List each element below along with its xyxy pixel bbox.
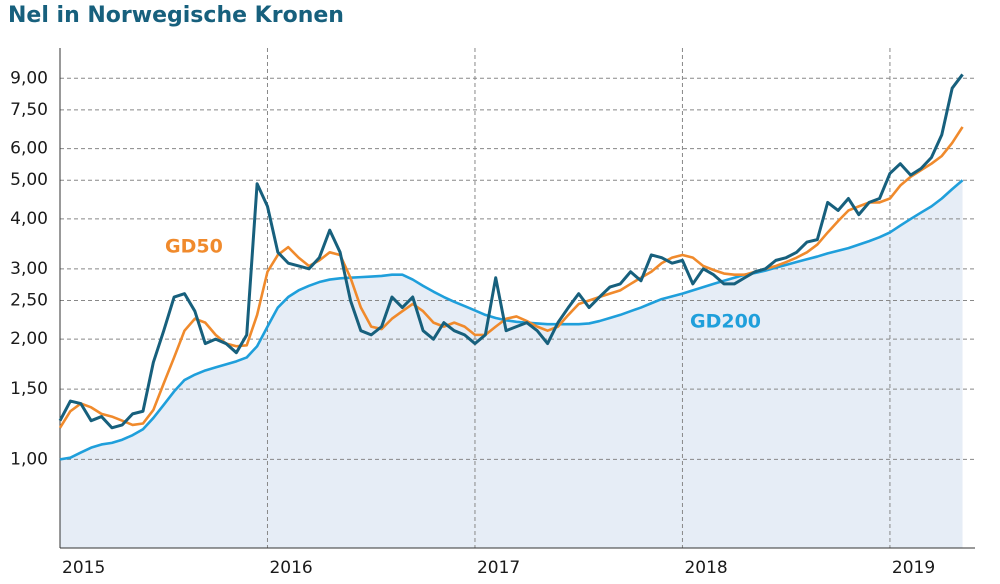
line (58, 126, 964, 429)
chart-title: Nel in Norwegische Kronen (8, 3, 344, 28)
x-tick-label: 2019 (892, 558, 935, 578)
y-tick-label: 2,50 (10, 290, 48, 310)
x-tick-label: 2018 (684, 558, 727, 578)
y-tick-label: 2,00 (10, 329, 48, 349)
series-label: GD50 (165, 236, 223, 258)
line (58, 73, 964, 430)
y-tick-label: 5,00 (10, 170, 48, 190)
y-tick-label: 1,00 (10, 449, 48, 469)
y-tick-label: 3,00 (10, 259, 48, 279)
y-tick-label: 4,00 (10, 209, 48, 229)
x-tick-label: 2017 (477, 558, 520, 578)
y-tick-label: 9,00 (10, 68, 48, 88)
y-tick-label: 1,50 (10, 379, 48, 399)
series-label: GD200 (690, 311, 761, 333)
area (60, 180, 963, 549)
y-tick-label: 7,50 (10, 100, 48, 120)
x-tick-label: 2016 (269, 558, 312, 578)
x-tick-label: 2015 (62, 558, 105, 578)
y-tick-label: 6,00 (10, 139, 48, 159)
line (59, 179, 964, 461)
